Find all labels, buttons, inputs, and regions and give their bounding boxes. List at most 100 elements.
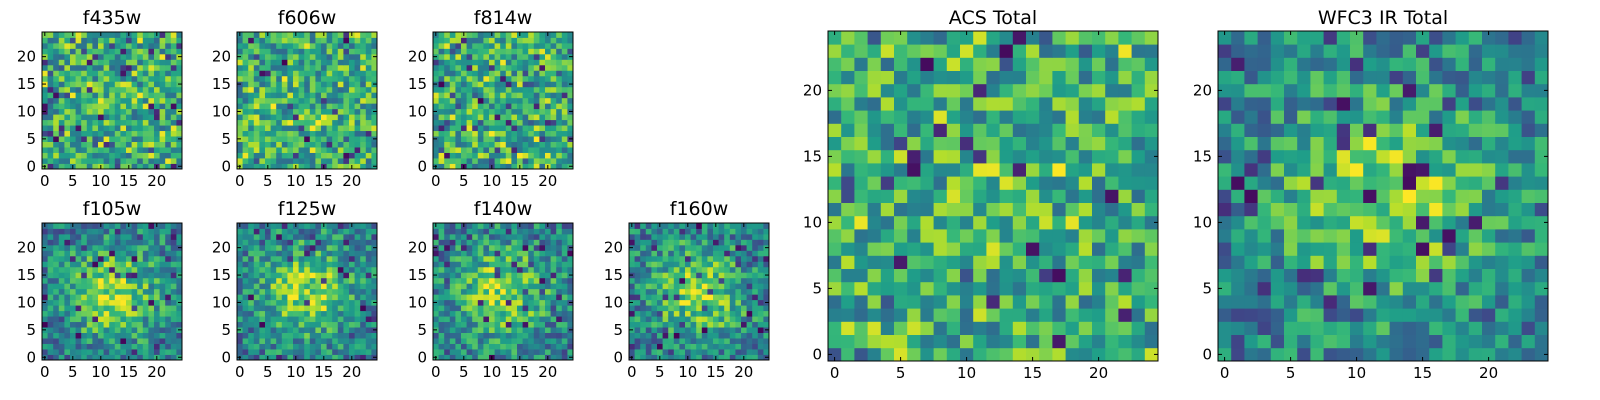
heatmap-cell xyxy=(461,37,467,44)
heatmap-cell xyxy=(466,48,473,55)
heatmap-cell xyxy=(701,272,708,279)
heatmap-cell xyxy=(640,261,647,268)
heatmap-cell xyxy=(242,48,249,55)
heatmap-cell xyxy=(371,294,378,301)
heatmap-cell xyxy=(433,103,439,110)
heatmap-cell xyxy=(86,255,93,262)
heatmap-cell xyxy=(142,283,149,290)
heatmap-cell xyxy=(634,294,641,301)
heatmap-cell xyxy=(651,305,658,312)
heatmap-cell xyxy=(126,244,132,251)
heatmap-cell xyxy=(828,321,842,335)
heatmap-cell xyxy=(253,42,260,49)
heatmap-cell xyxy=(142,136,149,142)
heatmap-cell xyxy=(360,283,367,290)
heatmap-cell xyxy=(907,308,921,322)
heatmap-cell xyxy=(81,158,88,164)
heatmap-cell xyxy=(371,266,378,273)
heatmap-cell xyxy=(159,272,166,279)
heatmap-cell xyxy=(81,299,88,306)
heatmap-cell xyxy=(276,130,283,137)
heatmap-cell xyxy=(349,332,355,339)
heatmap-cell xyxy=(741,349,747,355)
heatmap-cell xyxy=(131,86,138,93)
heatmap-cell xyxy=(1105,295,1119,309)
heatmap-cell xyxy=(237,59,243,66)
heatmap-cell xyxy=(326,97,333,104)
heatmap-cell xyxy=(645,288,652,295)
heatmap-cell xyxy=(533,310,540,317)
heatmap-cell xyxy=(505,310,512,317)
heatmap-cell xyxy=(1039,176,1053,190)
heatmap-cell xyxy=(645,255,652,262)
heatmap-cell xyxy=(259,316,266,323)
heatmap-cell xyxy=(489,97,495,104)
heatmap-cell xyxy=(58,239,65,246)
heatmap-cell xyxy=(433,294,439,301)
heatmap-cell xyxy=(1065,255,1080,269)
heatmap-cell xyxy=(360,244,367,251)
heatmap-cell xyxy=(455,261,462,268)
heatmap-cell xyxy=(148,332,155,339)
heatmap-cell xyxy=(438,125,445,132)
heatmap-cell xyxy=(58,343,65,350)
heatmap-cell xyxy=(343,239,350,246)
heatmap-cell xyxy=(561,32,568,38)
heatmap-cell xyxy=(287,125,294,132)
heatmap-cell xyxy=(461,288,467,295)
heatmap-cell xyxy=(550,310,557,317)
heatmap-cell xyxy=(1131,281,1146,296)
heatmap-cell xyxy=(131,316,138,323)
heatmap-cell xyxy=(696,310,703,317)
heatmap-cell xyxy=(64,233,71,240)
heatmap-cell xyxy=(511,305,518,312)
heatmap-cell xyxy=(176,75,183,82)
heatmap-cell xyxy=(673,343,680,350)
heatmap-cell xyxy=(477,250,484,257)
heatmap-cell xyxy=(70,277,76,284)
heatmap-cell xyxy=(696,272,703,279)
heatmap-cell xyxy=(679,250,686,257)
heatmap-cell xyxy=(1039,308,1053,322)
heatmap-cell xyxy=(371,233,378,240)
heatmap-cell xyxy=(444,158,451,164)
heatmap-cell xyxy=(556,255,563,262)
heatmap-cell xyxy=(522,152,529,159)
heatmap-cell xyxy=(466,299,473,306)
heatmap-cell xyxy=(64,114,71,121)
heatmap-cell xyxy=(461,42,467,49)
heatmap-cell xyxy=(159,163,166,170)
heatmap-cell xyxy=(550,42,557,49)
heatmap-cell xyxy=(511,37,518,44)
heatmap-cell xyxy=(315,332,322,339)
heatmap-cell xyxy=(444,272,451,279)
heatmap-cell xyxy=(1144,163,1159,177)
heatmap-cell xyxy=(287,86,294,93)
heatmap-cell xyxy=(1052,321,1066,335)
heatmap-cell xyxy=(1078,295,1093,309)
heatmap-cell xyxy=(528,86,535,93)
heatmap-cell xyxy=(349,136,355,142)
heatmap-cell xyxy=(489,53,495,60)
heatmap-cell xyxy=(114,327,121,333)
heatmap-cell xyxy=(472,92,479,99)
heatmap-cell xyxy=(343,349,350,355)
heatmap-cell xyxy=(741,277,747,284)
heatmap-cell xyxy=(500,294,507,301)
heatmap-cell xyxy=(1012,229,1027,243)
heatmap-cell xyxy=(746,294,753,301)
heatmap-cell xyxy=(763,321,770,328)
heatmap-cell xyxy=(253,261,260,268)
heatmap-cell xyxy=(752,310,759,317)
heatmap-cell xyxy=(444,125,451,132)
heatmap-cell xyxy=(986,347,1000,362)
heatmap-cell xyxy=(253,349,260,355)
heatmap-cell xyxy=(438,130,445,137)
heatmap-cell xyxy=(522,103,529,110)
heatmap-cell xyxy=(64,338,71,344)
heatmap-cell xyxy=(142,108,149,115)
heatmap-cell xyxy=(154,255,160,262)
heatmap-cell xyxy=(337,349,344,355)
heatmap-cell xyxy=(75,42,82,49)
heatmap-cell xyxy=(332,266,339,273)
